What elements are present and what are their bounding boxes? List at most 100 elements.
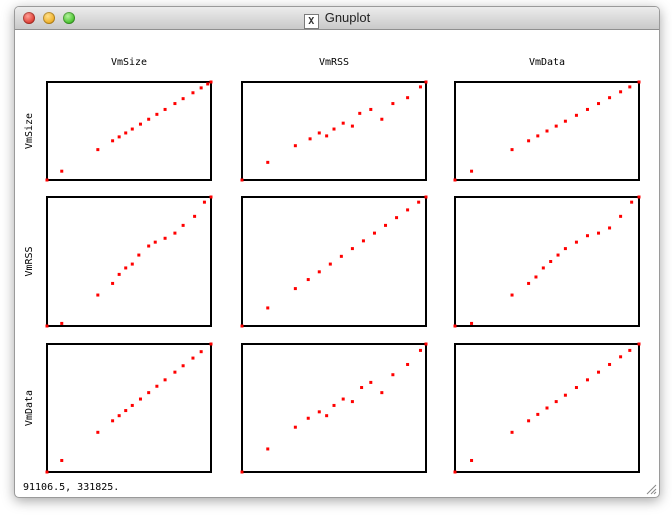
panel-vmrss-vs-vmsize-point	[209, 195, 213, 199]
window-title-group: X Gnuplot	[15, 10, 659, 29]
panel-vmdata-vs-vmsize-point	[147, 391, 151, 395]
panel-vmsize-vs-vmsize-point	[96, 148, 100, 152]
panel-vmrss-vs-vmdata-point	[574, 240, 578, 244]
panel-vmsize-vs-vmdata-point	[608, 96, 612, 100]
panel-vmrss-vs-vmrss-point	[395, 216, 399, 220]
panel-vmsize-vs-vmsize-point	[181, 97, 185, 101]
panel-vmsize-vs-vmdata-point	[619, 90, 623, 94]
panel-vmrss-vs-vmsize-point	[130, 262, 134, 266]
panel-vmdata-vs-vmsize-point	[45, 470, 49, 474]
panel-vmdata-vs-vmrss-point	[369, 380, 373, 384]
panel-vmdata-vs-vmdata-point	[554, 400, 558, 404]
panel-vmrss-vs-vmdata-point	[637, 195, 641, 199]
panel-vmsize-vs-vmsize-point	[191, 91, 195, 95]
panel-vmrss-vs-vmrss-point	[424, 195, 428, 199]
panel-vmdata-vs-vmdata-point	[597, 370, 601, 374]
panel-vmdata-vs-vmrss-point	[380, 391, 384, 395]
panel-vmrss-vs-vmdata-point	[541, 266, 545, 270]
panel-vmrss-vs-vmdata-point	[563, 247, 567, 251]
panel-vmrss-vs-vmdata-point	[608, 226, 612, 230]
panel-vmdata-vs-vmdata-point	[545, 406, 549, 410]
panel-vmrss-vs-vmdata-point	[527, 281, 531, 285]
panel-vmsize-vs-vmdata-point	[628, 85, 632, 89]
panel-vmsize-vs-vmrss-point	[358, 111, 362, 115]
panel-vmrss-vs-vmdata-point	[470, 321, 474, 325]
row-title-vmdata: VmData	[24, 390, 35, 426]
panel-vmrss-vs-vmsize-point	[137, 253, 141, 257]
panel-vmdata-vs-vmdata-point	[470, 458, 474, 462]
panel-vmsize-vs-vmsize-point	[199, 86, 203, 90]
panel-vmsize-vs-vmrss-point	[317, 131, 321, 135]
column-title-vmdata: VmData	[529, 57, 565, 68]
panel-vmrss-vs-vmdata-point	[549, 260, 553, 263]
panel-vmrss-vs-vmrss-point	[306, 278, 310, 282]
panel-vmdata-vs-vmdata-point	[563, 393, 567, 397]
panel-vmdata-vs-vmsize-point	[138, 397, 142, 401]
panel-vmdata-vs-vmsize-point	[163, 378, 167, 382]
panel-vmdata-vs-vmrss-point	[266, 447, 270, 451]
row-title-vmrss: VmRSS	[24, 246, 35, 276]
panel-vmdata-vs-vmdata-point	[619, 355, 623, 359]
panel-vmdata-vs-vmsize-point	[117, 414, 121, 418]
close-button[interactable]	[23, 12, 35, 24]
panel-vmdata-vs-vmrss-point	[418, 348, 422, 352]
panel-vmdata-vs-vmsize-point	[124, 409, 128, 413]
panel-vmdata-vs-vmsize-point	[111, 419, 115, 423]
resize-grip-icon[interactable]	[645, 483, 657, 495]
panel-vmrss-vs-vmdata-point	[585, 234, 589, 238]
panel-vmsize-vs-vmdata-point	[453, 178, 457, 182]
panel-vmdata-vs-vmsize-point	[155, 384, 159, 388]
panel-vmsize-vs-vmrss-point	[266, 160, 270, 164]
panel-vmdata-vs-vmsize-point	[130, 403, 134, 407]
panel-vmsize-vs-vmsize-point	[45, 178, 49, 182]
panel-vmrss-vs-vmdata-point	[597, 231, 601, 235]
panel-vmsize-vs-vmrss-frame	[241, 81, 427, 181]
plot-area[interactable]: VmSize VmRSS VmData VmSize VmRSS VmData 91106…	[15, 30, 659, 497]
panel-vmsize-vs-vmdata-point	[574, 113, 578, 117]
minimize-button[interactable]	[43, 12, 55, 24]
column-title-vmrss: VmRSS	[319, 57, 349, 68]
panel-vmdata-vs-vmsize-point	[199, 350, 203, 354]
panel-vmdata-vs-vmdata-frame	[454, 343, 640, 473]
panel-vmsize-vs-vmrss-point	[418, 85, 422, 89]
panel-vmdata-vs-vmrss-point	[332, 403, 336, 407]
panel-vmrss-vs-vmrss-point	[406, 208, 410, 212]
panel-vmrss-vs-vmsize-point	[45, 324, 49, 328]
panel-vmsize-vs-vmrss-point	[332, 127, 336, 131]
panel-vmsize-vs-vmdata-point	[563, 119, 567, 123]
panel-vmdata-vs-vmsize-point	[181, 364, 185, 368]
panel-vmdata-vs-vmsize-point	[96, 430, 100, 434]
panel-vmrss-vs-vmrss-point	[361, 239, 365, 243]
panel-vmrss-vs-vmrss-frame	[241, 196, 427, 327]
panel-vmsize-vs-vmdata-point	[554, 124, 558, 128]
column-title-vmsize: VmSize	[111, 57, 147, 68]
panel-vmdata-vs-vmdata-point	[585, 378, 589, 382]
panel-vmsize-vs-vmdata-point	[510, 148, 514, 152]
panel-vmdata-vs-vmdata-point	[536, 412, 540, 416]
panel-vmsize-vs-vmsize-point	[138, 122, 142, 126]
panel-vmrss-vs-vmrss-point	[384, 223, 388, 227]
panel-vmrss-vs-vmdata-point	[453, 324, 457, 328]
panel-vmsize-vs-vmsize-point	[173, 102, 177, 106]
panel-vmrss-vs-vmrss-point	[293, 287, 297, 291]
panel-vmsize-vs-vmrss-point	[369, 107, 373, 111]
panel-vmsize-vs-vmrss-point	[424, 80, 428, 84]
panel-vmdata-vs-vmrss-point	[325, 414, 329, 418]
panel-vmdata-vs-vmrss-point	[240, 470, 244, 474]
row-title-vmsize: VmSize	[24, 113, 35, 149]
panel-vmdata-vs-vmrss-frame	[241, 343, 427, 473]
title-bar[interactable]: X Gnuplot	[15, 7, 659, 30]
zoom-button[interactable]	[63, 12, 75, 24]
panel-vmrss-vs-vmdata-point	[510, 293, 514, 297]
scatterplot-matrix: VmSize VmRSS VmData VmSize VmRSS VmData	[24, 57, 641, 474]
panel-vmdata-vs-vmdata-point	[510, 430, 514, 434]
panel-vmdata-vs-vmrss-point	[341, 397, 345, 401]
panel-vmdata-vs-vmsize-point	[173, 370, 177, 374]
panel-vmrss-vs-vmsize-point	[173, 231, 177, 235]
panel-vmsize-vs-vmsize-point	[209, 80, 213, 84]
panel-vmsize-vs-vmrss-point	[350, 124, 354, 128]
panel-vmdata-vs-vmrss-point	[293, 425, 297, 429]
panel-vmsize-vs-vmsize-point	[147, 117, 151, 121]
panel-vmrss-vs-vmrss-point	[417, 200, 421, 204]
x11-icon: X	[303, 14, 319, 29]
